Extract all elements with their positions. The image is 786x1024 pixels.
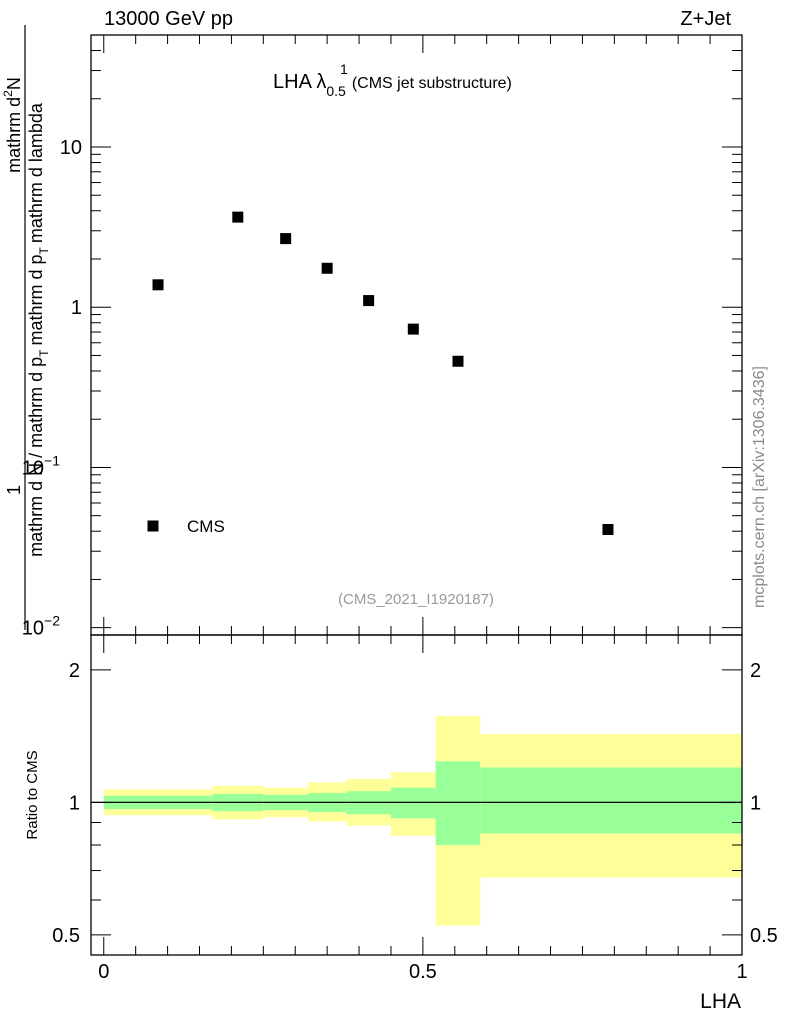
main-ytick-label-0: 10 bbox=[60, 137, 82, 159]
y-axis-label-top: 1 mathrm d2N mathrm d N / mathrm d pTmat… bbox=[1, 25, 51, 630]
y-label-den-sub: T bbox=[37, 349, 51, 357]
header-left: 13000 GeV pp bbox=[104, 8, 233, 30]
cms-point-2 bbox=[280, 233, 292, 245]
main-panel-ticks: 10 1 10−1 10−2 bbox=[22, 34, 743, 640]
plot-title-suffix: (CMS jet substructure) bbox=[352, 75, 512, 92]
legend: CMS bbox=[147, 517, 225, 536]
y-label-den-tail-sub: T bbox=[37, 246, 51, 254]
ratio-ytick-label-right-2: 0.5 bbox=[750, 925, 778, 947]
plot-title-sub: 0.5 bbox=[326, 83, 346, 99]
watermark: mcplots.cern.ch [arXiv:1306.3436] bbox=[751, 366, 768, 608]
cms-point-7 bbox=[602, 523, 614, 535]
y-label-den-end: mathrm d lambda bbox=[26, 102, 46, 243]
y-label-numerator: mathrm d2N bbox=[1, 77, 24, 173]
plot-title-sup: 1 bbox=[340, 61, 348, 77]
inner-band-7 bbox=[480, 767, 742, 834]
y-label-den-main: mathrm d N / mathrm d p bbox=[26, 357, 46, 557]
y-axis-label-bottom: Ratio to CMS bbox=[24, 750, 41, 839]
main-panel-frame bbox=[90, 34, 743, 636]
main-ytick-label-1: 1 bbox=[71, 297, 82, 319]
y-label-num-end: N bbox=[4, 77, 24, 90]
legend-label-cms: CMS bbox=[187, 517, 225, 536]
analysis-tag: (CMS_2021_I1920187) bbox=[338, 591, 494, 608]
y-label-num-rest: mathrm d bbox=[4, 97, 24, 173]
ratio-panel-ticks: 2 21 10.5 0.50 0.5 1 bbox=[52, 635, 778, 983]
ratio-xtick-label-2: 1 bbox=[736, 961, 747, 983]
plot-title-main: LHA λ bbox=[273, 71, 326, 93]
ratio-ytick-label-left-1: 1 bbox=[69, 792, 80, 814]
ratio-ytick-label-right-0: 2 bbox=[750, 660, 761, 682]
cms-point-3 bbox=[321, 262, 333, 274]
header-right: Z+Jet bbox=[680, 8, 731, 30]
ratio-xtick-label-1: 0.5 bbox=[409, 961, 437, 983]
ratio-ytick-label-left-2: 0.5 bbox=[52, 925, 80, 947]
cms-point-6 bbox=[452, 355, 464, 367]
legend-marker-cms bbox=[147, 520, 159, 532]
y-label-den-tail: mathrm d p bbox=[26, 254, 46, 345]
cms-point-4 bbox=[363, 295, 375, 307]
ratio-xtick-label-0: 0 bbox=[98, 961, 109, 983]
ratio-panel-frame bbox=[90, 634, 743, 956]
inner-band-6 bbox=[435, 761, 481, 846]
cms-point-0 bbox=[152, 279, 164, 291]
y-label-num-sup: 2 bbox=[1, 90, 15, 97]
y-label-numerator-one: 1 bbox=[4, 485, 24, 495]
plot-title: LHA λ0.5 (CMS jet substructure) bbox=[273, 71, 512, 99]
cms-point-5 bbox=[407, 323, 419, 335]
main-panel-points bbox=[152, 211, 614, 535]
cms-point-1 bbox=[232, 211, 244, 223]
x-axis-label: LHA bbox=[700, 990, 741, 1013]
y-label-denominator: mathrm d N / mathrm d pTmathrm d pTmathr… bbox=[26, 102, 51, 557]
inner-band-5 bbox=[390, 787, 436, 819]
main-ytick-label-2: 10−1 bbox=[22, 452, 60, 479]
ratio-ytick-label-right-1: 1 bbox=[750, 792, 761, 814]
main-ytick-label-3: 10−2 bbox=[22, 613, 60, 640]
ratio-bands bbox=[103, 716, 742, 926]
ratio-ytick-label-left-0: 2 bbox=[69, 660, 80, 682]
